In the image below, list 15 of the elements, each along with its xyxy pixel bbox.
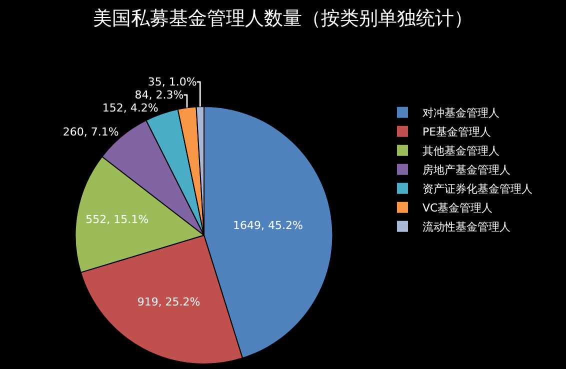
data-label: 919, 25.2% xyxy=(137,295,200,308)
data-label: 260, 7.1% xyxy=(62,126,119,139)
legend-label: PE基金管理人 xyxy=(422,126,492,139)
legend-label: 其他基金管理人 xyxy=(422,144,500,158)
data-label: 552, 15.1% xyxy=(86,212,149,226)
legend-label: VC基金管理人 xyxy=(422,202,493,215)
data-label: 1649, 45.2% xyxy=(233,218,303,232)
chart-title: 美国私募基金管理人数量（按类别单独统计） xyxy=(93,7,473,30)
data-label: 84, 2.3% xyxy=(134,88,184,102)
data-label: 35, 1.0% xyxy=(148,75,197,88)
legend-label: 房地产基金管理人 xyxy=(422,164,510,177)
legend-label: 对冲基金管理人 xyxy=(422,106,500,120)
legend-label: 流动性基金管理人 xyxy=(422,220,510,234)
legend-label: 资产证券化基金管理人 xyxy=(422,182,532,196)
data-label: 152, 4.2% xyxy=(102,101,158,114)
